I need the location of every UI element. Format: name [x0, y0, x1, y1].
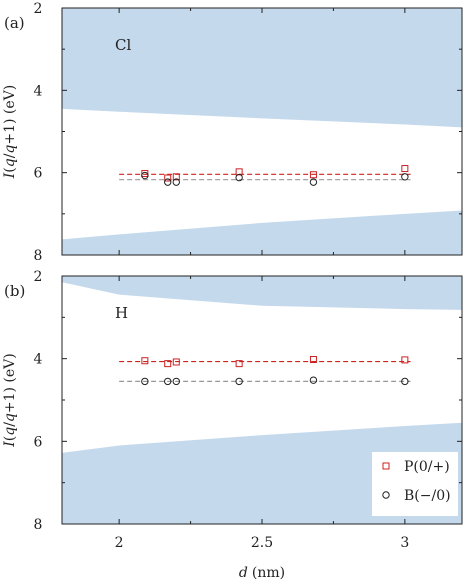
- data-point-b: [401, 173, 409, 181]
- data-point-p: [141, 357, 149, 365]
- legend-label: B(−/0): [404, 488, 451, 504]
- element-label: Cl: [115, 36, 131, 54]
- legend: P(0/+) B(−/0): [372, 452, 458, 516]
- x-tick-label: 2: [115, 535, 124, 551]
- data-point-p: [401, 165, 409, 173]
- y-tick-label: 6: [34, 434, 43, 450]
- data-point-b: [164, 178, 172, 186]
- data-point-b: [235, 377, 243, 386]
- data-point-p: [164, 174, 172, 182]
- legend-marker-circle: [382, 491, 390, 499]
- data-point-b: [141, 171, 149, 180]
- data-point-b: [235, 173, 243, 182]
- data-point-p: [172, 173, 180, 181]
- data-point-p: [164, 360, 172, 368]
- data-point-b: [172, 178, 180, 186]
- plot-area: [62, 8, 462, 255]
- data-point-p: [309, 355, 317, 363]
- data-point-b: [172, 377, 180, 386]
- y-tick-label: 6: [34, 166, 43, 182]
- panel-label: (a): [4, 14, 25, 32]
- x-tick-label: 2.5: [251, 535, 273, 551]
- y-tick-label: 4: [34, 352, 43, 368]
- data-point-b: [141, 377, 149, 386]
- data-point-b: [309, 376, 318, 384]
- data-point-p: [235, 360, 243, 368]
- data-point-b: [309, 178, 318, 186]
- element-label: H: [115, 304, 128, 322]
- panel-label: (b): [4, 282, 25, 300]
- legend-marker-square: [382, 462, 390, 470]
- data-point-p: [172, 358, 180, 366]
- data-point-b: [164, 377, 172, 386]
- data-point-p: [309, 171, 317, 179]
- y-tick-label: 4: [34, 83, 43, 99]
- y-tick-label: 2: [34, 269, 43, 285]
- y-tick-label: 8: [34, 248, 43, 264]
- upper-band: [62, 276, 462, 310]
- y-tick-label: 8: [34, 517, 43, 533]
- panel-b: 2 4 6 8 2 2.5 3 (b) H I(q/q+1) (eV) P(0/+) B(−/0): [2, 269, 463, 551]
- y-axis-label: I(q/q+1) (eV): [2, 353, 18, 448]
- plot-area: [62, 276, 462, 524]
- y-axis-label: I(q/q+1) (eV): [2, 85, 18, 180]
- data-point-p: [401, 356, 409, 364]
- x-tick-label: 3: [400, 535, 409, 551]
- lower-band: [62, 210, 462, 255]
- panel-a: 2 4 6 8 (a) Cl I(q/q+1) (eV): [2, 1, 463, 264]
- upper-band: [62, 8, 462, 128]
- y-tick-label: 2: [34, 1, 43, 17]
- x-axis-label: d (nm): [239, 565, 285, 581]
- lower-band: [62, 422, 462, 524]
- data-point-b: [401, 377, 409, 386]
- legend-label: P(0/+): [404, 459, 450, 475]
